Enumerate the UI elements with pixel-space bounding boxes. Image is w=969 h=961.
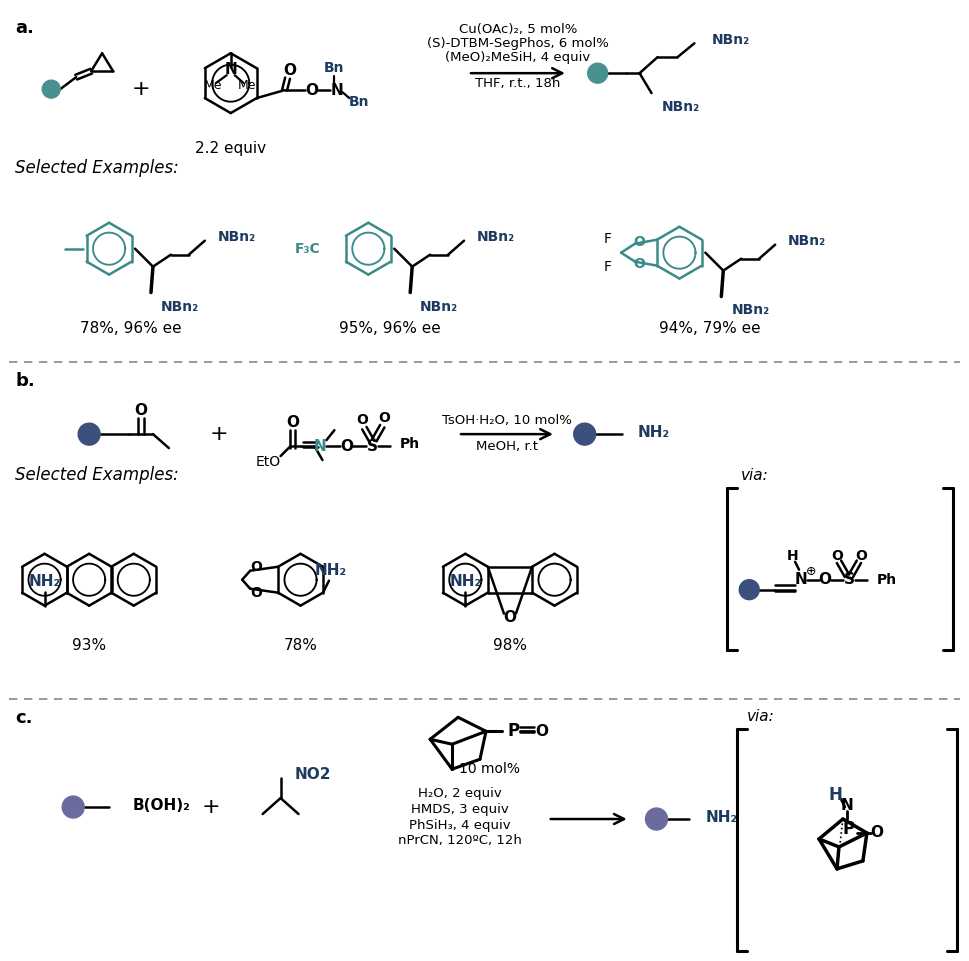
Text: S: S bbox=[843, 572, 855, 587]
Text: (MeO)₂MeSiH, 4 equiv: (MeO)₂MeSiH, 4 equiv bbox=[446, 51, 590, 63]
Text: P: P bbox=[843, 820, 855, 838]
Text: O: O bbox=[250, 559, 262, 574]
Text: O: O bbox=[633, 234, 645, 249]
Text: O: O bbox=[340, 438, 353, 454]
Text: ⊕: ⊕ bbox=[806, 565, 816, 579]
Text: NH₂: NH₂ bbox=[315, 563, 347, 579]
Text: NO2: NO2 bbox=[295, 767, 331, 781]
Text: F: F bbox=[603, 259, 611, 274]
Circle shape bbox=[574, 423, 596, 445]
Text: EtO: EtO bbox=[256, 456, 281, 469]
Text: P: P bbox=[508, 723, 520, 740]
Circle shape bbox=[739, 579, 759, 600]
Text: +: + bbox=[209, 424, 228, 444]
Text: O: O bbox=[305, 83, 318, 98]
Text: Bn: Bn bbox=[325, 62, 345, 75]
Text: NBn₂: NBn₂ bbox=[218, 230, 256, 244]
Text: O: O bbox=[286, 414, 299, 430]
Circle shape bbox=[43, 80, 60, 98]
Text: O: O bbox=[855, 549, 867, 563]
Text: O: O bbox=[831, 549, 843, 563]
Circle shape bbox=[62, 796, 84, 818]
Text: O: O bbox=[135, 403, 147, 418]
Text: via:: via: bbox=[747, 709, 775, 725]
Text: H: H bbox=[786, 549, 797, 563]
Text: N: N bbox=[331, 83, 344, 98]
Text: 93%: 93% bbox=[72, 638, 107, 653]
Text: N: N bbox=[225, 62, 237, 77]
Text: H₂O, 2 equiv: H₂O, 2 equiv bbox=[419, 787, 502, 800]
Text: 10 mol%: 10 mol% bbox=[459, 762, 520, 776]
Text: 78%: 78% bbox=[284, 638, 318, 653]
Text: nPrCN, 120ºC, 12h: nPrCN, 120ºC, 12h bbox=[398, 834, 522, 848]
Text: O: O bbox=[504, 610, 516, 625]
Text: NBn₂: NBn₂ bbox=[477, 230, 516, 244]
Text: O: O bbox=[870, 825, 884, 841]
Text: NH₂: NH₂ bbox=[450, 575, 482, 589]
Text: PhSiH₃, 4 equiv: PhSiH₃, 4 equiv bbox=[409, 819, 511, 831]
Text: F₃C: F₃C bbox=[295, 241, 321, 256]
Text: Selected Examples:: Selected Examples: bbox=[16, 466, 179, 484]
Text: F: F bbox=[603, 232, 611, 246]
Text: NH₂: NH₂ bbox=[28, 575, 61, 589]
Text: N: N bbox=[314, 438, 327, 454]
Text: NBn₂: NBn₂ bbox=[732, 304, 769, 317]
Text: B(OH)₂: B(OH)₂ bbox=[133, 798, 191, 813]
Text: Ph: Ph bbox=[400, 437, 421, 451]
Text: NH₂: NH₂ bbox=[705, 809, 737, 825]
Text: NBn₂: NBn₂ bbox=[788, 234, 827, 248]
Text: O: O bbox=[378, 411, 391, 425]
Text: Selected Examples:: Selected Examples: bbox=[16, 159, 179, 177]
Text: TsOH·H₂O, 10 mol%: TsOH·H₂O, 10 mol% bbox=[442, 413, 572, 427]
Circle shape bbox=[588, 63, 608, 84]
Text: O: O bbox=[250, 585, 262, 600]
Text: via:: via: bbox=[741, 468, 769, 483]
Text: +: + bbox=[202, 797, 220, 817]
Text: Bn: Bn bbox=[349, 95, 369, 110]
Text: O: O bbox=[283, 62, 297, 78]
Text: O: O bbox=[535, 724, 548, 739]
Circle shape bbox=[645, 808, 668, 830]
Text: NH₂: NH₂ bbox=[638, 425, 670, 439]
Text: O: O bbox=[357, 413, 368, 428]
Text: c.: c. bbox=[16, 709, 33, 727]
Text: b.: b. bbox=[16, 372, 35, 390]
Text: MeOH, r.t: MeOH, r.t bbox=[476, 439, 538, 453]
Text: Cu(OAc)₂, 5 mol%: Cu(OAc)₂, 5 mol% bbox=[458, 23, 578, 36]
Text: NBn₂: NBn₂ bbox=[662, 100, 700, 114]
Text: N: N bbox=[840, 798, 854, 813]
Text: N: N bbox=[795, 572, 807, 587]
Text: 2.2 equiv: 2.2 equiv bbox=[195, 141, 266, 157]
Text: 78%, 96% ee: 78%, 96% ee bbox=[80, 321, 182, 336]
Text: +: + bbox=[132, 79, 150, 99]
Text: 94%, 79% ee: 94%, 79% ee bbox=[659, 321, 760, 336]
Text: O: O bbox=[819, 572, 831, 587]
Circle shape bbox=[78, 423, 100, 445]
Text: a.: a. bbox=[16, 19, 34, 37]
Text: O: O bbox=[633, 257, 645, 271]
Text: S: S bbox=[367, 438, 378, 454]
Text: NBn₂: NBn₂ bbox=[161, 300, 199, 313]
Text: (S)-DTBM-SegPhos, 6 mol%: (S)-DTBM-SegPhos, 6 mol% bbox=[427, 37, 609, 50]
Text: HMDS, 3 equiv: HMDS, 3 equiv bbox=[411, 802, 509, 816]
Text: H: H bbox=[828, 786, 842, 804]
Text: Ph: Ph bbox=[877, 573, 897, 587]
Text: NBn₂: NBn₂ bbox=[711, 34, 749, 47]
Text: 95%, 96% ee: 95%, 96% ee bbox=[339, 321, 441, 336]
Text: 98%: 98% bbox=[493, 638, 527, 653]
Text: NBn₂: NBn₂ bbox=[421, 300, 458, 313]
Text: Me: Me bbox=[237, 79, 256, 91]
Text: Me: Me bbox=[203, 79, 222, 91]
Text: THF, r.t., 18h: THF, r.t., 18h bbox=[475, 77, 561, 89]
